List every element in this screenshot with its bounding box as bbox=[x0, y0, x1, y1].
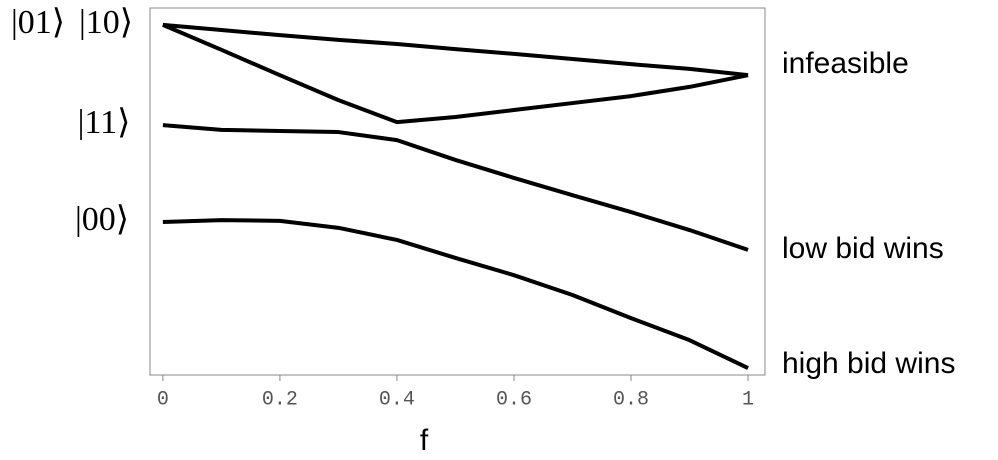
outcome-label: high bid wins bbox=[782, 347, 955, 380]
x-axis-label: f bbox=[420, 424, 429, 457]
plot-frame bbox=[149, 7, 766, 376]
x-tick-label: 0 bbox=[157, 388, 169, 411]
state-label: |01⟩ bbox=[11, 4, 65, 41]
data-line bbox=[162, 218, 749, 370]
x-tick-label: 0.8 bbox=[613, 388, 649, 411]
state-label: |11⟩ bbox=[78, 104, 131, 141]
outcome-label: infeasible bbox=[782, 47, 909, 80]
x-tick-label: 0.4 bbox=[379, 388, 415, 411]
state-label: |10⟩ bbox=[79, 4, 133, 41]
data-line bbox=[162, 22, 749, 78]
x-tick-label: 1 bbox=[742, 388, 754, 411]
state-label: |00⟩ bbox=[75, 201, 129, 238]
data-line bbox=[162, 23, 749, 125]
x-tick-label: 0.2 bbox=[262, 388, 298, 411]
outcome-label: low bid wins bbox=[782, 232, 944, 265]
x-tick-label: 0.6 bbox=[496, 388, 532, 411]
data-line bbox=[162, 123, 749, 252]
